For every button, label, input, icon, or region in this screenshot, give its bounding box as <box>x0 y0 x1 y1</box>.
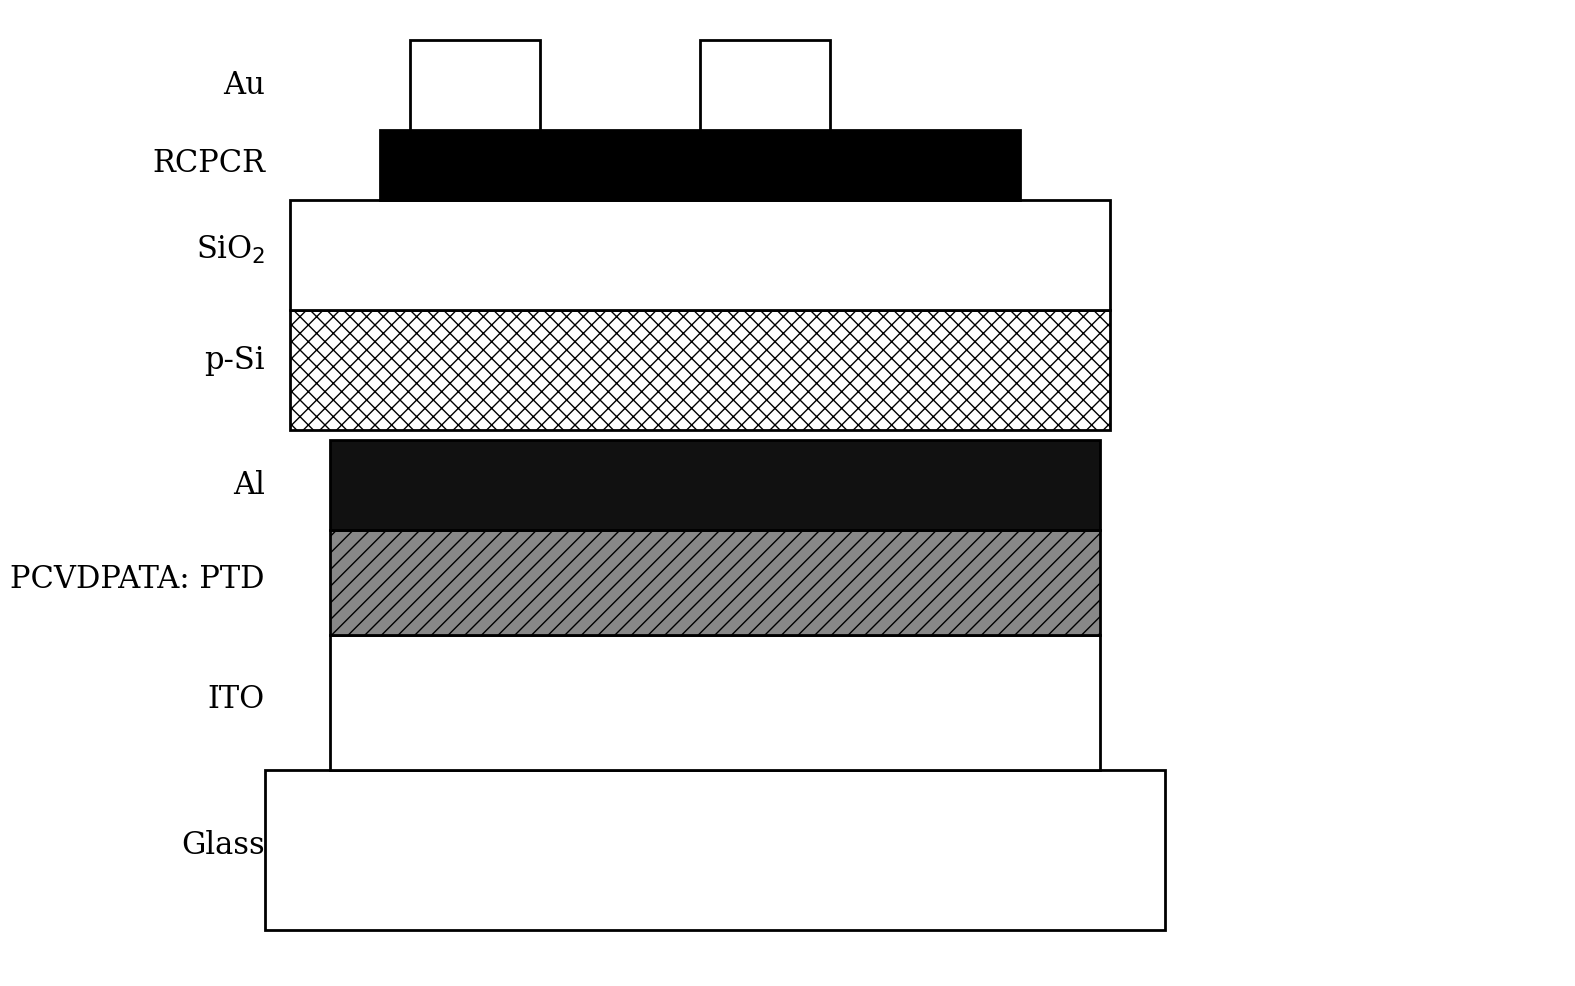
Bar <box>290 310 1110 430</box>
Bar <box>699 40 830 130</box>
Text: Al: Al <box>233 469 265 501</box>
Bar <box>290 200 1110 310</box>
Text: p-Si: p-Si <box>205 344 265 376</box>
Bar <box>410 40 540 130</box>
Bar <box>265 770 1166 930</box>
Text: SiO$_2$: SiO$_2$ <box>195 234 265 266</box>
Bar <box>380 130 1021 200</box>
Bar <box>331 440 1099 530</box>
Text: PCVDPATA: PTD: PCVDPATA: PTD <box>11 565 265 596</box>
Text: Glass: Glass <box>181 829 265 861</box>
Text: ITO: ITO <box>208 684 265 716</box>
Bar <box>331 635 1099 770</box>
Text: Au: Au <box>224 69 265 101</box>
Text: RCPCR: RCPCR <box>153 148 265 178</box>
Bar <box>331 530 1099 635</box>
